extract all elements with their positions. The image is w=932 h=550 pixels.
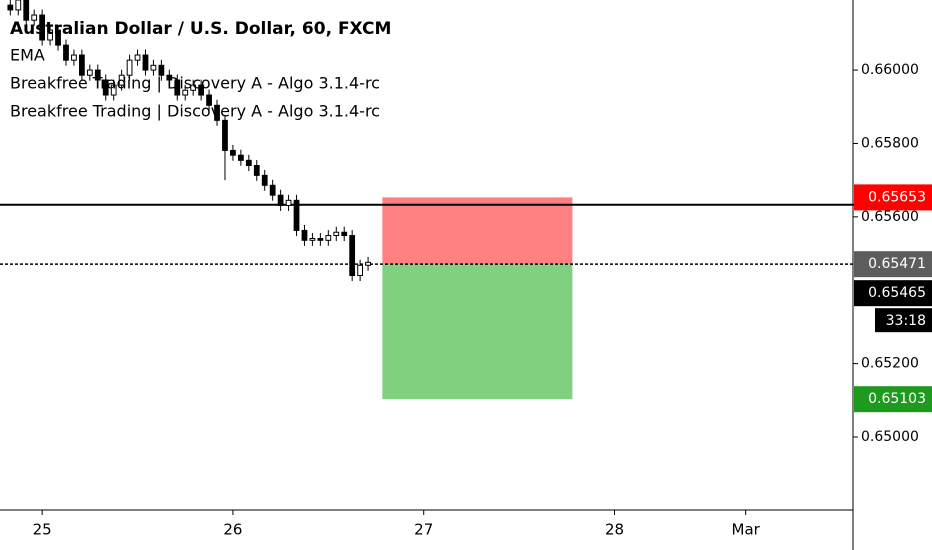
countdown: 33:18 — [886, 313, 926, 329]
x-tick-label: 27 — [414, 521, 433, 539]
y-tick-label: 0.65800 — [861, 135, 919, 151]
candle-body — [174, 79, 181, 96]
x-tick-label: Mar — [732, 521, 761, 539]
chart-title: Australian Dollar / U.S. Dollar, 60, FXC… — [10, 19, 391, 39]
candle-body — [253, 164, 260, 176]
x-tick-label: 26 — [223, 521, 242, 539]
plot-area — [0, 0, 857, 400]
candle-body — [142, 54, 149, 71]
candle-body — [325, 235, 332, 241]
candle-body — [134, 54, 141, 61]
candle-body — [357, 264, 364, 277]
price-label-box — [854, 386, 932, 413]
price-label: 0.65465 — [868, 285, 926, 301]
candle-body — [86, 69, 93, 76]
stop-zone — [382, 197, 573, 265]
indicator-label: EMA — [10, 46, 45, 65]
candle-body — [166, 74, 173, 81]
candle-body — [158, 64, 165, 76]
candle-body — [94, 69, 101, 81]
candle-body — [15, 0, 22, 11]
indicator-label: Breakfree Trading | Discovery A - Algo 3… — [10, 74, 380, 93]
price-axis: 0.66000 0.65800 0.65600 0.65200 0.65000 0.656… — [853, 62, 932, 445]
candle-body — [293, 199, 300, 231]
candle-body — [150, 64, 157, 71]
countdown-box — [875, 308, 932, 333]
candle-body — [182, 89, 189, 96]
candle-body — [71, 54, 77, 61]
price-label-box — [854, 280, 932, 307]
target-zone — [382, 264, 573, 400]
candle-body — [277, 194, 284, 206]
candle-body — [237, 154, 244, 161]
candle-body — [55, 29, 61, 46]
y-tick-label: 0.65600 — [861, 209, 919, 225]
candle-body — [309, 237, 316, 241]
candle-body — [365, 261, 371, 266]
candle-body — [190, 84, 197, 91]
candle-body — [110, 84, 117, 96]
legend: Australian Dollar / U.S. Dollar, 60, FXC… — [10, 19, 391, 121]
y-tick-label: 0.65000 — [861, 429, 919, 445]
candle-body — [341, 231, 348, 237]
candle-body — [126, 59, 133, 76]
y-tick-label: 0.66000 — [861, 62, 919, 78]
candle-body — [31, 14, 38, 21]
candle-body — [63, 44, 69, 61]
candle-body — [230, 149, 236, 156]
candle-body — [245, 159, 252, 166]
candle-body — [349, 235, 356, 277]
price-label: 0.65103 — [868, 391, 926, 407]
candle-body — [301, 229, 308, 241]
candle-body — [285, 199, 292, 206]
candle-body — [317, 237, 324, 241]
candle-body — [214, 104, 220, 121]
candle-body — [39, 14, 46, 41]
candle-body — [7, 4, 14, 11]
candle-body — [118, 74, 125, 86]
candle-body — [222, 119, 228, 151]
candle-body — [102, 79, 109, 96]
candle-body — [78, 54, 85, 76]
candle-body — [261, 174, 268, 186]
candle-body — [47, 29, 53, 41]
price-label: 0.65653 — [868, 189, 926, 205]
candle-body — [23, 0, 30, 21]
indicator-label: Breakfree Trading | Discovery A - Algo 3… — [10, 102, 380, 121]
x-tick-label: 28 — [605, 521, 624, 539]
candle-body — [198, 84, 205, 96]
price-label-box — [854, 184, 932, 211]
price-label: 0.65471 — [868, 256, 926, 272]
y-tick-label: 0.65200 — [861, 356, 919, 372]
candle-body — [269, 184, 276, 196]
price-label-box — [854, 251, 932, 278]
candle-body — [333, 231, 340, 237]
candle-body — [206, 94, 212, 106]
x-tick-label: 25 — [33, 521, 52, 539]
